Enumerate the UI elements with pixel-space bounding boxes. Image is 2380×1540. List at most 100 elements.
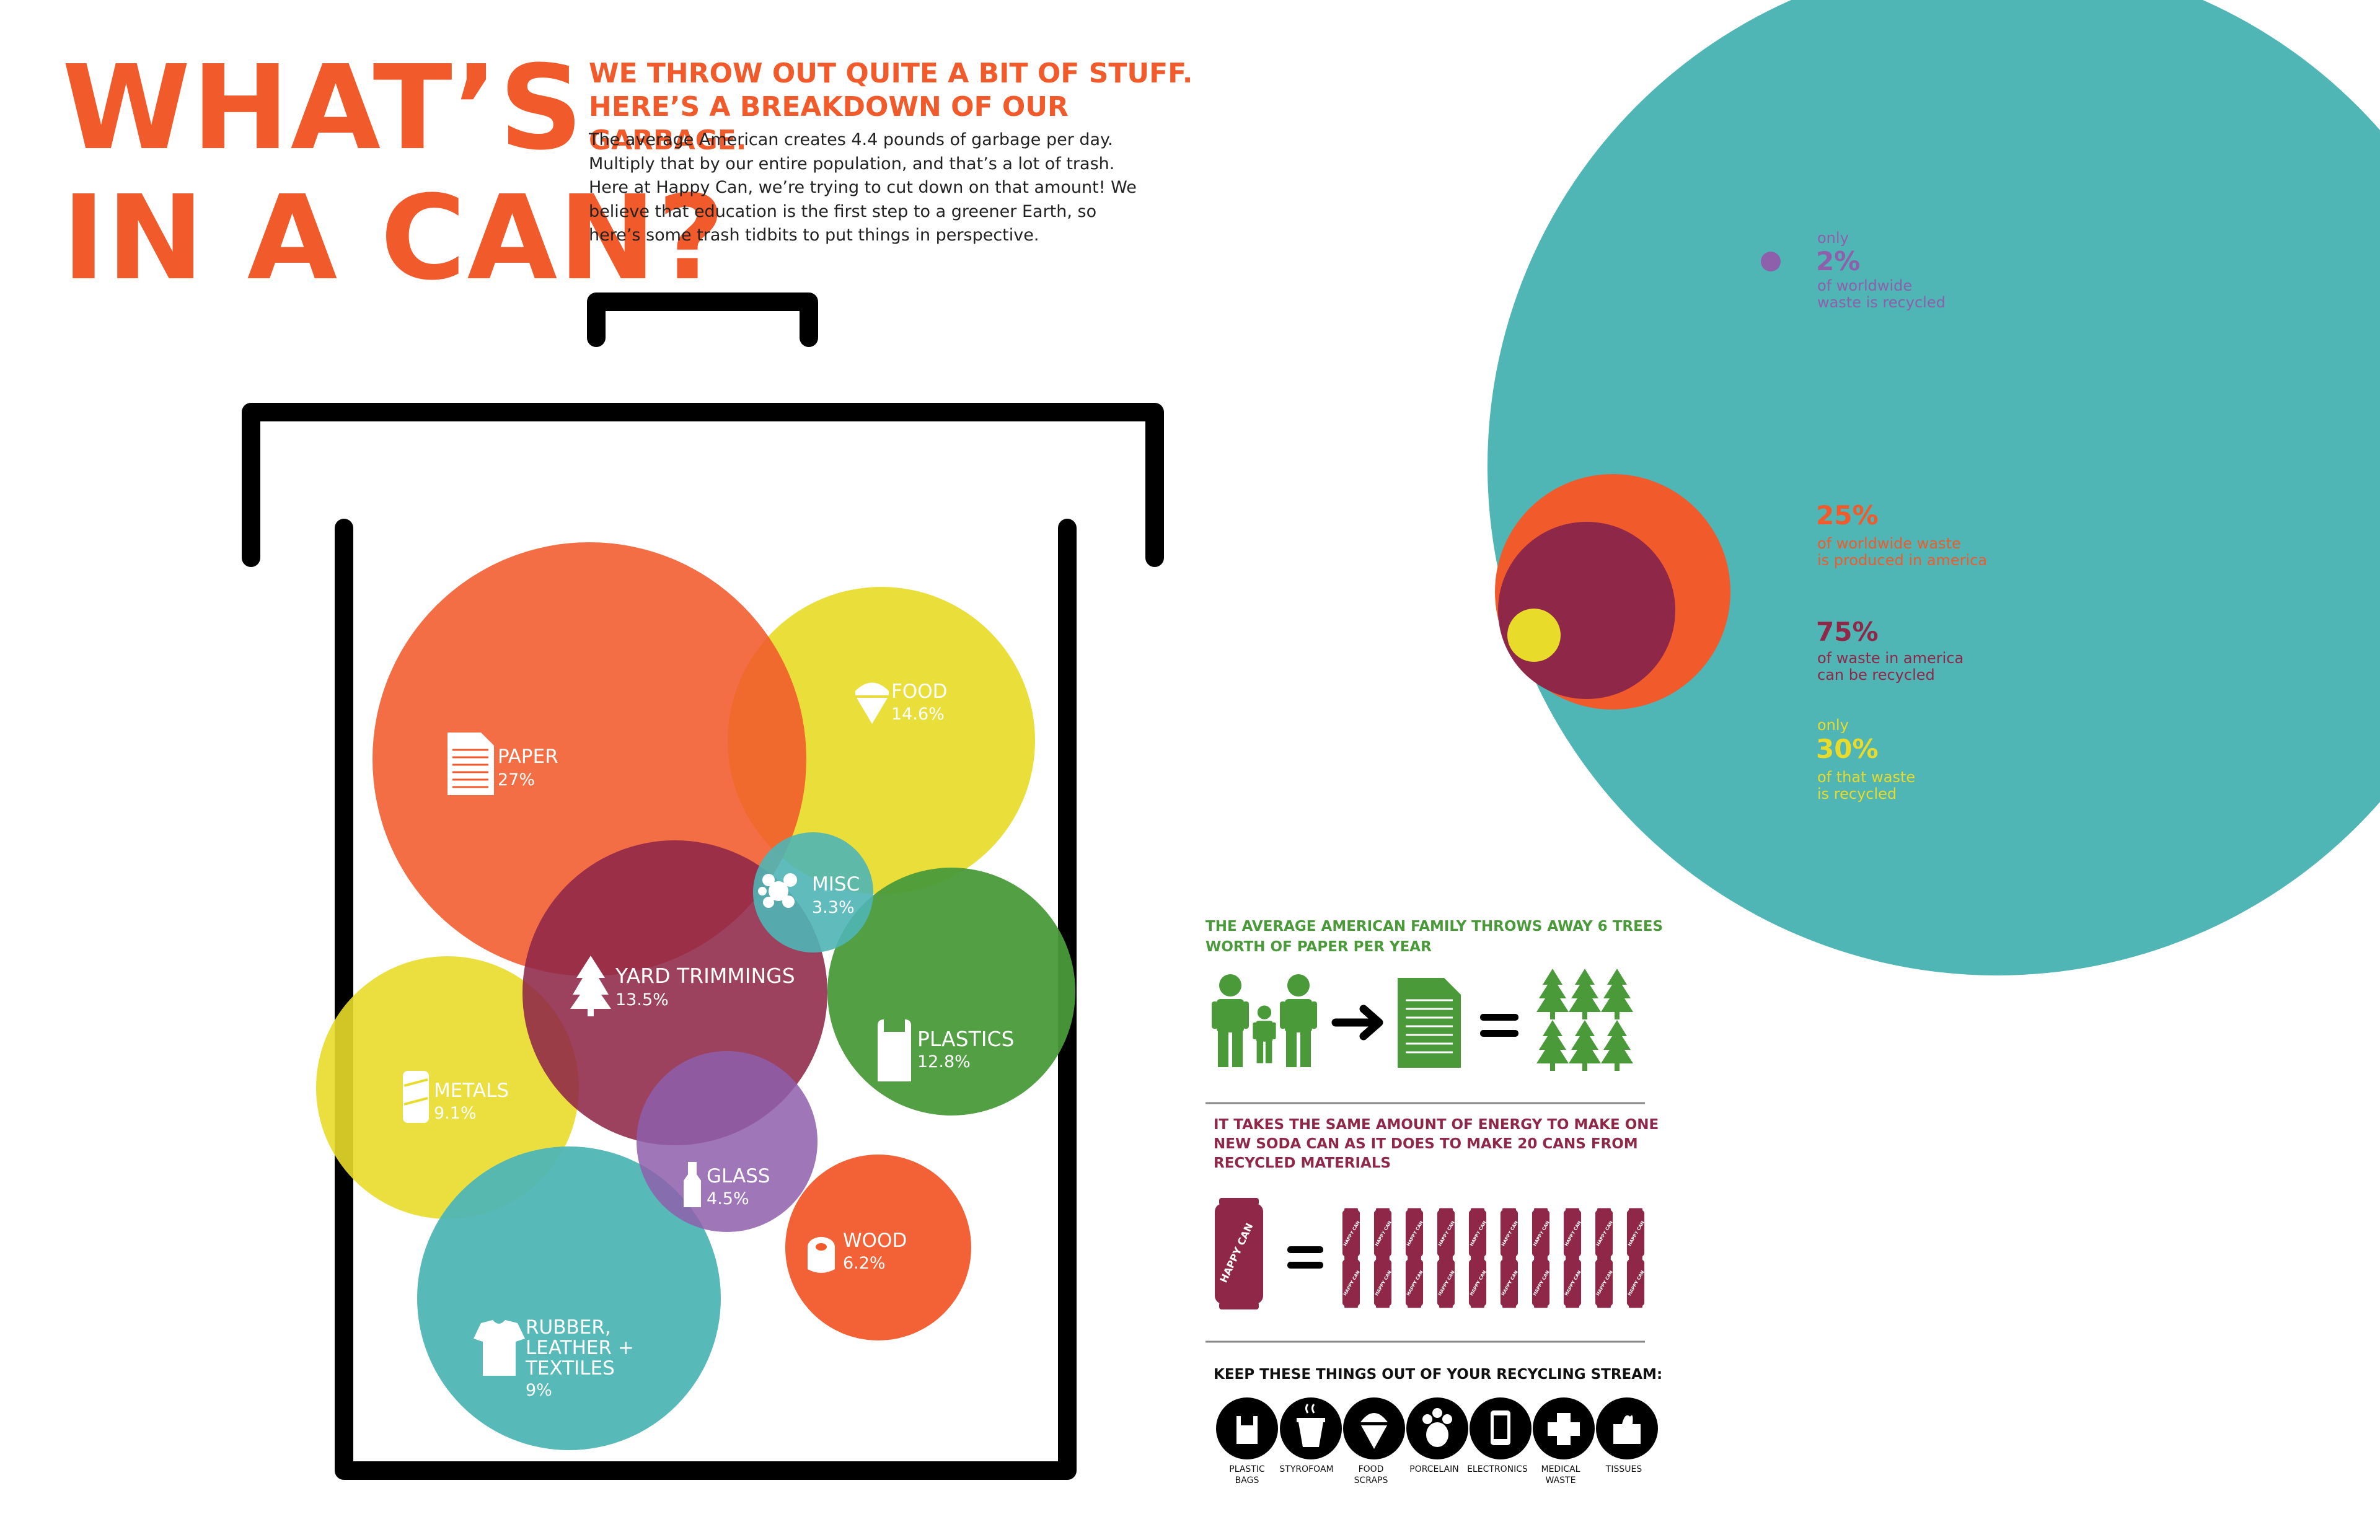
waste-bubbles — [316, 542, 1075, 1450]
recycled-can-icon — [1437, 1208, 1456, 1259]
bubble-wood — [785, 1155, 971, 1340]
stat-2-line2: waste is recycled — [1817, 294, 1946, 311]
stat-75-big: 75% — [1816, 617, 1879, 647]
value-yard: 13.5% — [615, 990, 669, 1010]
circle-world — [1488, 0, 2380, 975]
recycled-can-icon — [1563, 1208, 1582, 1259]
styrofoam-cup-icon — [1280, 1397, 1342, 1459]
family-icon — [1212, 974, 1317, 1067]
cans-title-line2: NEW SODA CAN AS IT DOES TO MAKE 20 CANS … — [1214, 1136, 1638, 1152]
ice-cream-icon — [855, 682, 889, 724]
paper-stack-icon — [1398, 978, 1461, 1068]
recycled-can-icon — [1373, 1257, 1393, 1308]
recycled-can-icon — [1595, 1208, 1614, 1259]
svg-text:WASTE: WASTE — [1546, 1476, 1576, 1485]
bubble-metals — [316, 956, 579, 1219]
label-yard: YARD TRIMMINGS — [615, 964, 795, 988]
bubble-food — [728, 587, 1035, 894]
recycled-can-icon — [1405, 1257, 1424, 1308]
stat-30-line2: is recycled — [1817, 785, 1897, 803]
twenty-cans-icon — [1342, 1208, 1646, 1308]
cans-title-line1: IT TAKES THE SAME AMOUNT OF ENERGY TO MA… — [1214, 1117, 1659, 1133]
stat-25-line2: is produced in america — [1817, 552, 1987, 569]
stat-circles — [1488, 0, 2380, 975]
svg-text:TISSUES: TISSUES — [1605, 1464, 1642, 1474]
recycled-can-icon — [1468, 1257, 1488, 1308]
shirt-icon — [474, 1320, 525, 1376]
value-wood: 6.2% — [843, 1254, 886, 1273]
recycled-can-icon — [1500, 1257, 1519, 1308]
label-food: FOOD — [891, 680, 948, 703]
cans-title-line3: RECYCLED MATERIALS — [1214, 1155, 1391, 1171]
svg-text:PLASTIC: PLASTIC — [1229, 1464, 1265, 1474]
arrow-icon — [1331, 1005, 1383, 1041]
recycled-can-icon — [1405, 1208, 1424, 1259]
value-rubber: 9% — [526, 1381, 552, 1400]
stat-2-pre: only — [1817, 229, 1849, 247]
value-plastics: 12.8% — [917, 1052, 971, 1071]
plastic-bags-icon — [1216, 1397, 1278, 1459]
recycled-can-icon — [1373, 1208, 1393, 1259]
recycled-can-icon — [1595, 1257, 1614, 1308]
label-misc: MISC — [812, 873, 860, 895]
recycled-can-icon — [1563, 1257, 1582, 1308]
svg-text:SCRAPS: SCRAPS — [1354, 1476, 1388, 1485]
svg-text:STYROFOAM: STYROFOAM — [1279, 1464, 1333, 1474]
tree-icon — [570, 956, 611, 1016]
keep-out-title: KEEP THESE THINGS OUT OF YOUR RECYCLING … — [1214, 1366, 1662, 1383]
label-metals: METALS — [434, 1080, 509, 1102]
stat-30-pre: only — [1817, 716, 1849, 734]
value-metals: 9.1% — [434, 1104, 477, 1123]
svg-text:MEDICAL: MEDICAL — [1541, 1464, 1580, 1474]
recycled-can-icon — [1437, 1257, 1456, 1308]
stat-25-line1: of worldwide waste — [1817, 535, 1961, 552]
phone-icon — [1470, 1397, 1532, 1459]
subheadline: WE THROW OUT QUITE A BIT OF STUFF. HERE’… — [589, 58, 1193, 156]
family-title-line1: THE AVERAGE AMERICAN FAMILY THROWS AWAY … — [1205, 918, 1663, 935]
bubble-glass — [637, 1051, 818, 1232]
circle-recycled — [1507, 609, 1561, 662]
intro-paragraph: The average American creates 4.4 pounds … — [589, 130, 1137, 245]
food-scraps-icon — [1343, 1397, 1405, 1459]
keep-out-labels: PLASTIC BAGS STYROFOAM FOOD SCRAPS PORCE… — [1229, 1464, 1642, 1485]
label-paper: PAPER — [498, 746, 558, 768]
equals-icon — [1480, 1014, 1518, 1037]
tissue-box-icon — [1596, 1397, 1658, 1459]
value-glass: 4.5% — [707, 1189, 749, 1208]
dot-2-percent — [1761, 252, 1781, 271]
value-paper: 27% — [498, 770, 535, 790]
bubble-misc — [753, 832, 873, 953]
keep-out-icons — [1216, 1397, 1658, 1459]
label-glass: GLASS — [707, 1165, 770, 1187]
recycled-can-icon — [1500, 1208, 1519, 1259]
stat-30-big: 30% — [1816, 734, 1879, 764]
family-title-line2: WORTH OF PAPER PER YEAR — [1205, 939, 1432, 955]
value-misc: 3.3% — [812, 898, 855, 917]
recycled-can-icon — [1626, 1208, 1646, 1259]
label-rubber-2: LEATHER + — [526, 1337, 634, 1359]
stat-75-line2: can be recycled — [1817, 666, 1935, 684]
can-icon — [403, 1071, 429, 1123]
stat-30-line1: of that waste — [1817, 768, 1915, 786]
soda-can-big-icon: HAPPY CAN — [1215, 1198, 1263, 1309]
label-rubber-1: RUBBER, — [526, 1316, 611, 1339]
stat-2-line1: of worldwide — [1817, 277, 1912, 294]
page-title: WHAT’S IN A CAN? — [62, 40, 726, 306]
porcelain-icon — [1406, 1397, 1468, 1459]
medical-cross-icon — [1533, 1397, 1595, 1459]
recycled-can-icon — [1342, 1208, 1361, 1259]
label-rubber-3: TEXTILES — [525, 1357, 615, 1379]
label-plastics: PLASTICS — [917, 1027, 1014, 1051]
stat-75-line1: of waste in america — [1817, 649, 1963, 667]
plastic-bag-icon — [878, 1019, 911, 1081]
splat-icon — [758, 873, 797, 908]
log-icon — [808, 1237, 835, 1273]
recycled-can-icon — [1468, 1208, 1488, 1259]
value-food: 14.6% — [891, 705, 945, 724]
paper-icon — [447, 733, 494, 795]
stat-25-big: 25% — [1816, 500, 1879, 530]
svg-text:ELECTRONICS: ELECTRONICS — [1467, 1464, 1528, 1474]
svg-text:FOOD: FOOD — [1359, 1464, 1384, 1474]
recycled-can-icon — [1342, 1257, 1361, 1308]
